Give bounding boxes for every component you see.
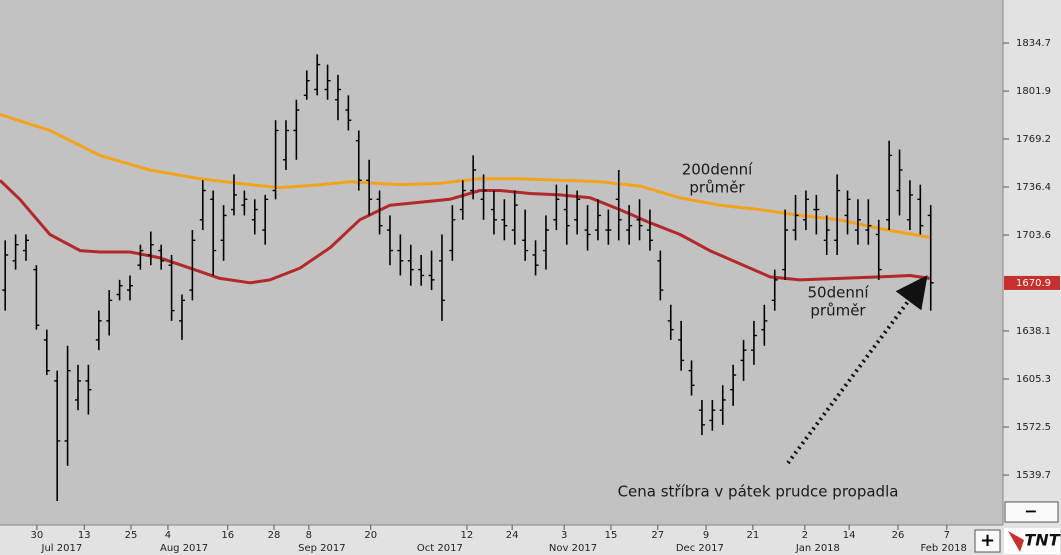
annotation: 200denní	[682, 161, 753, 179]
zoom-out-label[interactable]: −	[1024, 502, 1037, 521]
x-month-label: Aug 2017	[160, 543, 208, 554]
x-tick-label: 20	[364, 530, 377, 541]
x-tick-label: 2	[802, 530, 808, 541]
x-tick-label: 15	[605, 530, 618, 541]
plot-area	[0, 0, 1003, 525]
x-tick-label: 16	[221, 530, 234, 541]
x-tick-label: 8	[306, 530, 312, 541]
x-tick-label: 25	[125, 530, 138, 541]
x-month-label: Jul 2017	[41, 543, 83, 554]
y-tick-label: 1638.1	[1016, 326, 1051, 337]
x-axis-panel	[0, 525, 1003, 555]
x-tick-label: 12	[461, 530, 474, 541]
y-tick-label: 1605.3	[1016, 374, 1051, 385]
annotation: 50denní	[807, 284, 869, 302]
zoom-in-label[interactable]: +	[980, 530, 995, 551]
y-tick-label: 1736.4	[1016, 182, 1051, 193]
x-tick-label: 27	[651, 530, 664, 541]
x-tick-label: 26	[892, 530, 905, 541]
x-month-label: Oct 2017	[417, 543, 463, 554]
x-tick-label: 28	[268, 530, 281, 541]
x-tick-label: 3	[561, 530, 567, 541]
logo-bg	[1004, 528, 1060, 554]
x-tick-label: 30	[31, 530, 44, 541]
annotation: průměr	[689, 179, 745, 197]
y-tick-label: 1769.2	[1016, 134, 1051, 145]
x-tick-label: 24	[506, 530, 519, 541]
logo-icon	[1008, 531, 1024, 552]
x-month-label: Dec 2017	[676, 543, 724, 554]
zoom-out-button[interactable]: −	[1004, 501, 1059, 523]
moving-average-line	[0, 112, 930, 239]
zoom-in-button[interactable]: +	[974, 529, 1001, 553]
logo: TNT	[1024, 531, 1060, 550]
y-tick-label: 1834.7	[1016, 38, 1051, 49]
last-price-box	[1004, 275, 1060, 290]
x-tick-label: 14	[843, 530, 856, 541]
x-month-label: Feb 2018	[921, 543, 967, 554]
x-month-label: Jan 2018	[795, 543, 840, 554]
last-price-label: 1670.9	[1016, 278, 1051, 289]
annotation-arrow	[786, 275, 928, 465]
x-month-label: Nov 2017	[549, 543, 597, 554]
y-tick-label: 1572.5	[1016, 422, 1051, 433]
y-tick-label: 1539.7	[1016, 470, 1051, 481]
x-tick-label: 4	[165, 530, 171, 541]
annotation: průměr	[810, 302, 866, 320]
x-tick-label: 13	[78, 530, 91, 541]
x-month-label: Sep 2017	[298, 543, 345, 554]
annotation: Cena stříbra v pátek prudce propadla	[618, 483, 899, 501]
x-tick-label: 21	[747, 530, 760, 541]
y-tick-label: 1703.6	[1016, 230, 1051, 241]
x-tick-label: 9	[703, 530, 709, 541]
x-tick-label: 7	[944, 530, 950, 541]
y-tick-label: 1801.9	[1016, 86, 1051, 97]
